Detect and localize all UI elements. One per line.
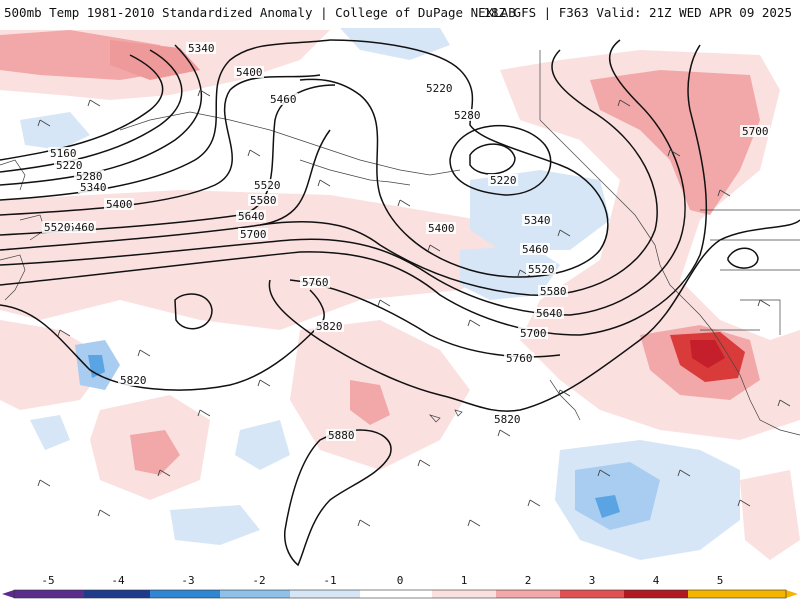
low-center-label: 5220 — [490, 174, 517, 187]
contour-label-5460: 5460 — [270, 93, 297, 106]
colorbar-swatch — [432, 590, 496, 598]
colorbar-swatch — [496, 590, 560, 598]
map-canvas: 5340 5400 5460 5220 5280 5220 5160 5220 … — [0, 26, 800, 574]
contour-labels: 5340 5400 5460 5220 5280 5220 5160 5220 … — [42, 42, 770, 442]
contour-label-5340: 5340 — [188, 42, 215, 55]
contour-label-5280-west: 5280 — [76, 170, 103, 183]
colorbar-label: 3 — [589, 574, 596, 587]
colorbar-legend: -5 -4 -3 -2 -1 0 1 2 3 4 5 — [0, 574, 800, 600]
contour-label-5580: 5580 — [250, 194, 277, 207]
colorbar-label: 5 — [717, 574, 724, 587]
cool-anomaly-shading — [20, 28, 740, 560]
colorbar-swatch — [220, 590, 290, 598]
colorbar-label: 1 — [461, 574, 468, 587]
contour-label-5700: 5700 — [240, 228, 267, 241]
contour-label-5460-east: 5460 — [522, 243, 549, 256]
contour-label-5340-west: 5340 — [80, 181, 107, 194]
colorbar-swatch — [150, 590, 220, 598]
colorbar-max-arrow — [786, 590, 798, 598]
contour-label-5520-east: 5520 — [528, 263, 555, 276]
colorbar-swatch — [14, 590, 84, 598]
colorbar-swatch — [290, 590, 360, 598]
colorbar-label: -3 — [181, 574, 194, 587]
contour-label-5880: 5880 — [328, 429, 355, 442]
contour-label-5520: 5520 — [254, 179, 281, 192]
colorbar-swatch — [624, 590, 688, 598]
contour-label-5760-east: 5760 — [506, 352, 533, 365]
colorbar-label: -1 — [323, 574, 336, 587]
colorbar-label: -5 — [41, 574, 54, 587]
colorbar-label: 4 — [653, 574, 660, 587]
height-contours — [0, 39, 800, 567]
colorbar-swatch — [84, 590, 150, 598]
contour-label-5520-west: 5520 — [44, 221, 71, 234]
colorbar-label: 0 — [397, 574, 404, 587]
map-header: 500mb Temp 1981-2010 Standardized Anomal… — [0, 0, 800, 26]
colorbar-outline — [13, 589, 787, 599]
coastlines — [0, 50, 800, 436]
colorbar-swatch — [688, 590, 786, 598]
colorbar-bar — [2, 589, 798, 599]
contour-label-5340-east: 5340 — [524, 214, 551, 227]
contour-label-5760: 5760 — [302, 276, 329, 289]
contour-label-5280: 5280 — [454, 109, 481, 122]
contour-label-5160: 5160 — [50, 147, 77, 160]
contour-label-5820: 5820 — [316, 320, 343, 333]
contour-label-5220-west: 5220 — [56, 159, 83, 172]
colorbar-min-arrow — [2, 590, 14, 598]
contour-label-5700-ne: 5700 — [742, 125, 769, 138]
contour-label-5400: 5400 — [236, 66, 263, 79]
map-panel: 5340 5400 5460 5220 5280 5220 5160 5220 … — [0, 26, 800, 574]
contour-label-5700-east: 5700 — [520, 327, 547, 340]
wind-barbs — [37, 89, 791, 527]
map-title: 500mb Temp 1981-2010 Standardized Anomal… — [4, 5, 516, 20]
colorbar-swatch — [360, 590, 432, 598]
contour-label-5820-south: 5820 — [494, 413, 521, 426]
colorbar-svg: -5 -4 -3 -2 -1 0 1 2 3 4 5 — [2, 574, 798, 599]
colorbar-label: 2 — [525, 574, 532, 587]
contour-label-5400-west: 5400 — [106, 198, 133, 211]
colorbar-label: -4 — [111, 574, 125, 587]
contour-label-5640-east: 5640 — [536, 307, 563, 320]
colorbar-swatch — [560, 590, 624, 598]
contour-label-5220: 5220 — [426, 82, 453, 95]
contour-label-5640: 5640 — [238, 210, 265, 223]
contour-label-5580-east: 5580 — [540, 285, 567, 298]
model-run-info: 18Z GFS | F363 Valid: 21Z WED APR 09 202… — [483, 5, 792, 20]
warm-anomaly-shading — [0, 30, 800, 560]
colorbar-label: -2 — [252, 574, 265, 587]
contour-label-5460-west: 5460 — [68, 221, 95, 234]
contour-label-5400-east: 5400 — [428, 222, 455, 235]
contour-label-5820-west: 5820 — [120, 374, 147, 387]
